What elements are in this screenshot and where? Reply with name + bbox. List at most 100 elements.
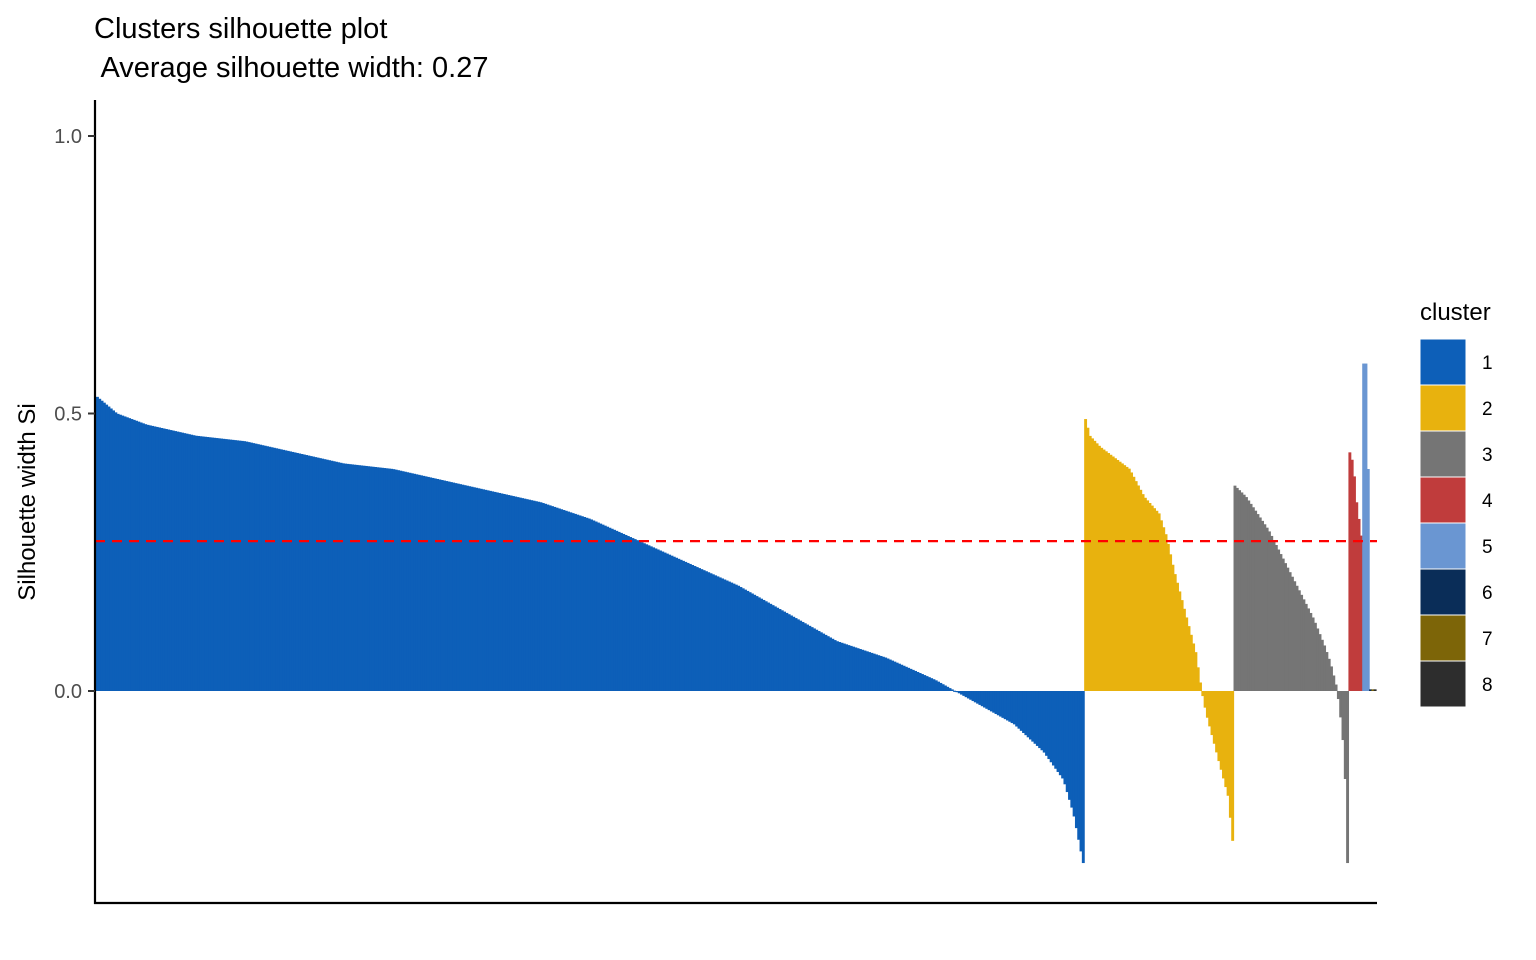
silhouette-bar: [937, 681, 940, 691]
legend-label-4: 4: [1482, 491, 1493, 512]
silhouette-bar: [698, 568, 701, 691]
silhouette-bar: [1267, 531, 1271, 691]
silhouette-bar: [240, 440, 244, 691]
silhouette-bar: [1274, 545, 1278, 691]
silhouette-bar: [548, 505, 552, 691]
silhouette-bar: [881, 656, 885, 691]
silhouette-bar: [596, 522, 600, 691]
silhouette-bar: [199, 436, 203, 691]
silhouette-bar: [1194, 652, 1198, 691]
silhouette-bar: [1304, 603, 1308, 691]
silhouette-bar: [1254, 510, 1258, 691]
silhouette-bar: [314, 457, 318, 691]
silhouette-bar: [1265, 527, 1269, 691]
silhouette-bar: [1371, 689, 1375, 691]
y-axis-title: Silhouette width Si: [14, 403, 41, 600]
silhouette-bar: [1017, 691, 1021, 729]
silhouette-bar: [1228, 691, 1232, 818]
silhouette-bar: [762, 599, 766, 691]
silhouette-bar: [528, 499, 531, 691]
silhouette-bar: [603, 525, 607, 691]
silhouette-bar: [484, 489, 488, 691]
silhouette-bar: [201, 436, 205, 691]
silhouette-bar: [1065, 691, 1069, 793]
silhouette-bar: [353, 464, 357, 691]
silhouette-bar: [1208, 691, 1212, 727]
silhouette-bar: [886, 658, 890, 691]
silhouette-bar: [1157, 513, 1161, 691]
silhouette-bar: [835, 641, 839, 691]
silhouette-bar: [750, 593, 754, 691]
silhouette-bar: [842, 643, 846, 691]
silhouette-bar: [284, 450, 288, 691]
silhouette-bar: [514, 496, 518, 691]
silhouette-bar: [516, 497, 520, 691]
silhouette-bar: [1318, 634, 1322, 691]
silhouette-bar: [900, 664, 904, 691]
silhouette-bar: [955, 691, 959, 693]
silhouette-bar: [500, 493, 504, 691]
silhouette-bar: [495, 492, 499, 691]
silhouette-bar: [1189, 634, 1193, 691]
silhouette-bar: [776, 607, 780, 691]
silhouette-bar: [645, 544, 649, 691]
silhouette-bar: [682, 560, 685, 691]
silhouette-bar: [640, 542, 644, 691]
silhouette-bar: [1311, 617, 1315, 691]
silhouette-bar: [222, 438, 226, 691]
silhouette-bar: [153, 426, 157, 691]
silhouette-bar: [989, 691, 993, 712]
silhouette-bar: [594, 521, 598, 691]
silhouette-bar: [1263, 524, 1267, 691]
silhouette-bar: [1249, 503, 1253, 691]
silhouette-bar: [1366, 469, 1370, 691]
silhouette-bar: [1074, 691, 1078, 829]
silhouette-bar: [1320, 639, 1324, 691]
silhouette-bar: [1047, 691, 1051, 760]
silhouette-bar: [907, 667, 911, 691]
silhouette-bar: [571, 513, 575, 691]
silhouette-bar: [247, 442, 251, 691]
silhouette-bar: [856, 648, 860, 691]
silhouette-bar: [318, 458, 322, 691]
silhouette-bar: [1042, 691, 1046, 753]
silhouette-bar: [270, 447, 274, 691]
silhouette-bar: [210, 437, 214, 691]
silhouette-bar: [590, 519, 593, 691]
silhouette-bar: [420, 475, 423, 691]
silhouette-bar: [1290, 576, 1294, 691]
silhouette-bar: [1233, 485, 1237, 691]
silhouette-bar: [695, 567, 699, 691]
silhouette-bar: [341, 463, 345, 691]
silhouette-bar: [858, 649, 862, 691]
silhouette-bar: [898, 663, 901, 691]
silhouette-bar: [1247, 500, 1251, 691]
silhouette-bar: [190, 434, 194, 691]
silhouette-bar: [491, 491, 495, 691]
silhouette-bar: [1353, 476, 1356, 691]
silhouette-bar: [654, 548, 658, 691]
silhouette-bar: [668, 554, 672, 691]
silhouette-bar: [1362, 363, 1366, 691]
silhouette-bar: [877, 655, 881, 691]
legend-key-1: [1419, 338, 1467, 386]
silhouette-bar: [1295, 585, 1299, 691]
silhouette-bar: [146, 424, 150, 691]
silhouette-bar: [385, 468, 389, 691]
silhouette-bar: [197, 435, 201, 691]
silhouette-bar: [305, 455, 309, 691]
silhouette-bar: [164, 429, 168, 691]
silhouette-bar: [1284, 563, 1287, 691]
silhouette-bar: [424, 476, 428, 691]
silhouette-bar: [525, 499, 529, 691]
silhouette-bar: [1196, 667, 1200, 691]
silhouette-bar: [438, 479, 442, 691]
silhouette-bar: [794, 618, 798, 691]
silhouette-bar: [98, 398, 102, 691]
silhouette-bar: [325, 459, 329, 691]
silhouette-bar: [1293, 581, 1297, 691]
silhouette-bar: [831, 638, 835, 691]
silhouette-bar: [321, 458, 325, 691]
silhouette-bar: [374, 467, 377, 691]
silhouette-bar: [826, 636, 830, 691]
